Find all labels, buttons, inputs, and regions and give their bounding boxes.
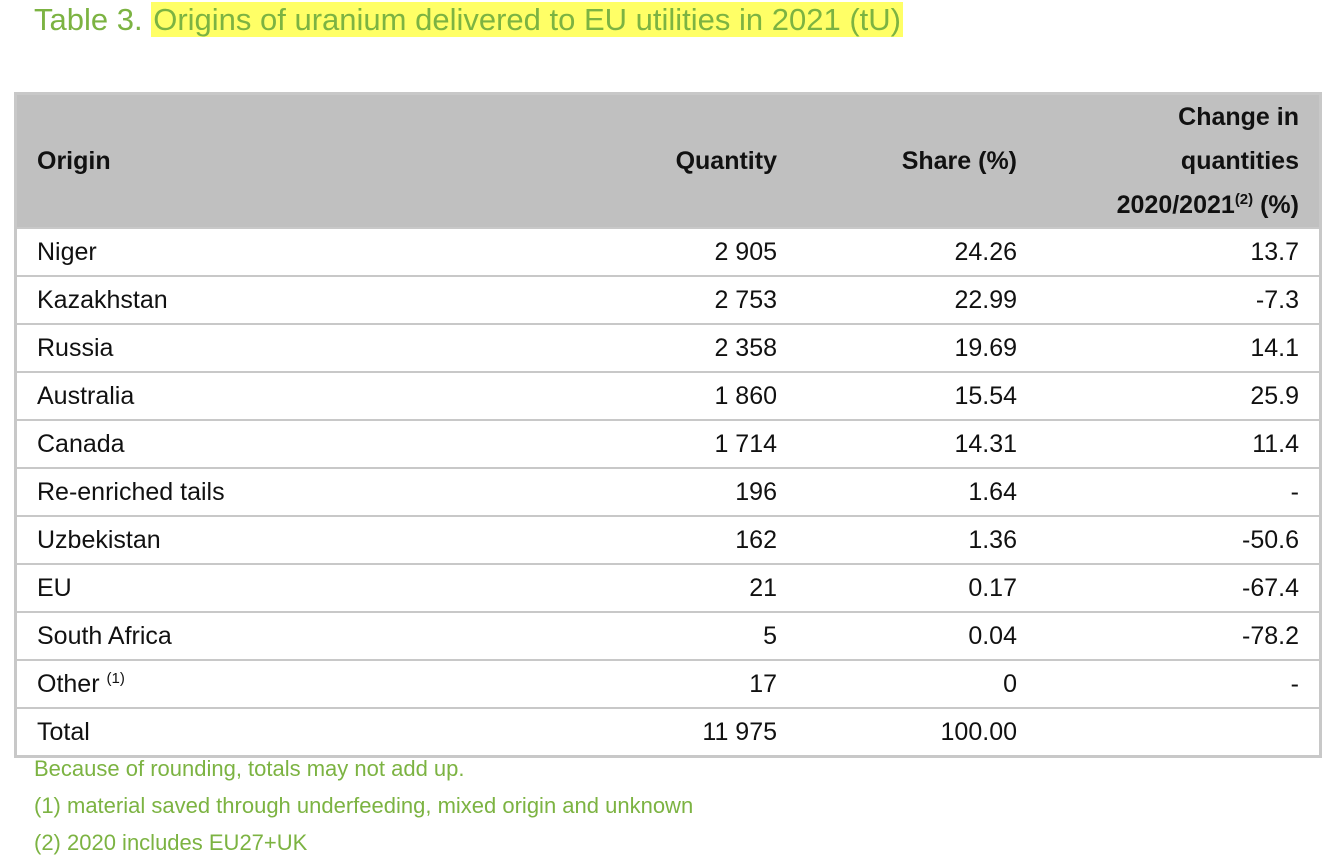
note: (1) material saved through underfeeding,…	[34, 793, 694, 818]
text: Other	[37, 669, 100, 698]
cell: Uzbekistan	[15, 515, 557, 564]
row: Canada 1 714 14.31 11.4	[15, 419, 1321, 468]
cell: 1.36	[797, 515, 1037, 564]
notes: Because of rounding, totals may not add …	[34, 754, 693, 865]
cell-text: Other (1)	[37, 670, 125, 698]
cell: EU	[15, 563, 557, 612]
cell: Kazakhstan	[15, 275, 557, 324]
cell: 1 714	[557, 419, 797, 468]
text: (%)	[1260, 191, 1299, 219]
cell: 13.7	[1037, 227, 1321, 276]
row: Australia 1 860 15.54 25.9	[15, 371, 1321, 420]
cell: -	[1037, 467, 1321, 516]
cell: -	[1037, 659, 1321, 708]
note: Because of rounding, totals may not add …	[34, 756, 465, 781]
cell: South Africa	[15, 611, 557, 660]
header-cell: Change in quantities 2020/2021(2) (%)	[1037, 93, 1321, 228]
title-text: Origins of uranium delivered to EU utili…	[151, 2, 903, 37]
footnote-ref: (2)	[1234, 191, 1254, 208]
cell: 24.26	[797, 227, 1037, 276]
cell: 0	[797, 659, 1037, 708]
cell: Canada	[15, 419, 557, 468]
cell: 21	[557, 563, 797, 612]
header-cell: Quantity	[557, 93, 797, 228]
row: Re-enriched tails 196 1.64-	[15, 467, 1321, 516]
cell: 0.17	[797, 563, 1037, 612]
cell: -7.3	[1037, 275, 1321, 324]
cell: 162	[557, 515, 797, 564]
cell: 14.1	[1037, 323, 1321, 372]
row: Kazakhstan 2 753 22.99 -7.3	[15, 275, 1321, 324]
row: South Africa 5 0.04 -78.2	[15, 611, 1321, 660]
text: Change in quantities 2020/2021	[1116, 103, 1299, 219]
cell: 1.64	[797, 467, 1037, 516]
cell: 15.54	[797, 371, 1037, 420]
cell: 11.4	[1037, 419, 1321, 468]
header-cell: Origin	[15, 93, 557, 228]
cell: 25.9	[1037, 371, 1321, 420]
row: Uzbekistan 162 1.36 -50.6	[15, 515, 1321, 564]
cell: Russia	[15, 323, 557, 372]
table: Origin Quantity Share (%) Change in quantit…	[14, 92, 1322, 758]
cell: 19.69	[797, 323, 1037, 372]
cell: 11 975	[557, 707, 797, 757]
cell: 2 905	[557, 227, 797, 276]
row: Other (1) 17 0-	[15, 659, 1321, 708]
title: Table 3. Origins of uranium delivered to…	[34, 2, 903, 38]
footnote-ref: (1)	[106, 669, 125, 687]
cell: 2 358	[557, 323, 797, 372]
cell: 2 753	[557, 275, 797, 324]
cell: -78.2	[1037, 611, 1321, 660]
header-cell: Share (%)	[797, 93, 1037, 228]
cell: Re-enriched tails	[15, 467, 557, 516]
note: (2) 2020 includes EU27+UK	[34, 830, 308, 855]
cell: 5	[557, 611, 797, 660]
cell: Niger	[15, 227, 557, 276]
title-label: Table 3.	[34, 2, 143, 37]
row: Niger 2 905 24.26 13.7	[15, 227, 1321, 276]
cell: 0.04	[797, 611, 1037, 660]
header-row: Origin Quantity Share (%) Change in quantit…	[15, 93, 1321, 228]
cell: 14.31	[797, 419, 1037, 468]
cell: -67.4	[1037, 563, 1321, 612]
cell	[1037, 707, 1321, 757]
cell: Total	[15, 707, 557, 757]
cell: 22.99	[797, 275, 1037, 324]
cell: Other (1)	[15, 659, 557, 708]
row: Russia 2 358 19.69 14.1	[15, 323, 1321, 372]
cell-text: Change in quantities 2020/2021(2) (%)	[1059, 95, 1299, 227]
cell: -50.6	[1037, 515, 1321, 564]
cell: 196	[557, 467, 797, 516]
row: EU 21 0.17 -67.4	[15, 563, 1321, 612]
row: Total 11 975 100.00	[15, 707, 1321, 757]
cell: 100.00	[797, 707, 1037, 757]
cell: 17	[557, 659, 797, 708]
cell: Australia	[15, 371, 557, 420]
cell: 1 860	[557, 371, 797, 420]
